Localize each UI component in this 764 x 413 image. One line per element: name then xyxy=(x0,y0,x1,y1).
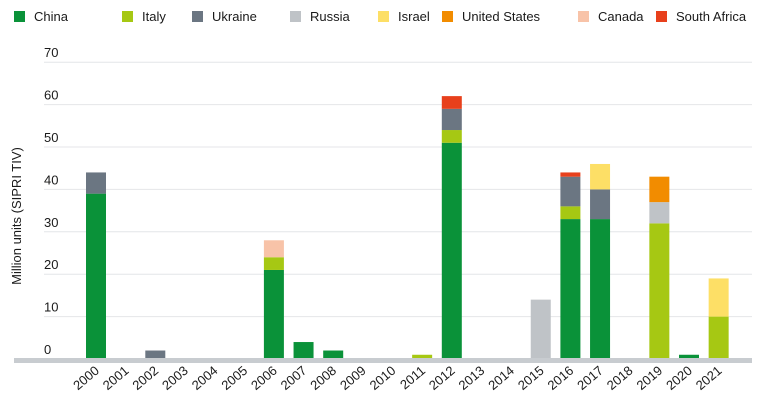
x-tick-label: 2008 xyxy=(307,363,339,393)
bar-ukraine-2002 xyxy=(145,350,166,359)
legend-swatch xyxy=(656,11,667,22)
x-tick-label: 2011 xyxy=(397,363,428,392)
legend-label: Canada xyxy=(598,9,644,24)
x-tick-label: 2012 xyxy=(426,363,458,393)
bar-united-states-2019 xyxy=(649,176,670,203)
legend-item-israel: Israel xyxy=(378,9,430,24)
x-tick-label: 2020 xyxy=(663,363,695,393)
x-tick-label: 2006 xyxy=(248,363,280,393)
y-tick-label: 20 xyxy=(44,257,58,272)
bar-ukraine-2016 xyxy=(560,176,581,207)
x-tick-label: 2002 xyxy=(129,363,161,393)
bar-china-2008 xyxy=(323,350,344,359)
bars xyxy=(86,96,729,359)
y-tick-label: 10 xyxy=(44,300,58,315)
bar-israel-2021 xyxy=(708,278,729,317)
bar-china-2007 xyxy=(293,342,314,359)
legend-item-russia: Russia xyxy=(290,9,350,24)
x-axis-baseline xyxy=(14,358,752,363)
legend-swatch xyxy=(14,11,25,22)
bar-china-2017 xyxy=(590,219,611,359)
legend-label: United States xyxy=(462,9,541,24)
y-axis-label: Million units (SIPRI TIV) xyxy=(9,147,24,285)
x-axis-ticks: 2000200120022003200420052006200720082009… xyxy=(70,363,724,393)
legend-label: China xyxy=(34,9,68,24)
bar-italy-2011 xyxy=(412,354,433,359)
y-tick-label: 60 xyxy=(44,88,58,103)
x-tick-label: 2019 xyxy=(633,363,665,393)
x-tick-label: 2001 xyxy=(100,363,132,393)
legend-swatch xyxy=(192,11,203,22)
bar-china-2016 xyxy=(560,219,581,359)
x-tick-label: 2005 xyxy=(218,363,250,393)
bar-china-2006 xyxy=(263,269,284,359)
bar-south-africa-2016 xyxy=(560,172,581,177)
legend-label: Israel xyxy=(398,9,430,24)
bar-italy-2006 xyxy=(263,257,284,270)
legend-label: Italy xyxy=(142,9,166,24)
x-tick-label: 2017 xyxy=(574,363,606,393)
legend-label: South Africa xyxy=(676,9,747,24)
y-tick-label: 30 xyxy=(44,215,58,230)
x-tick-label: 2014 xyxy=(485,363,517,393)
x-tick-label: 2000 xyxy=(70,363,102,393)
y-tick-label: 40 xyxy=(44,172,58,187)
y-axis-ticks: 0 10 20 30 40 50 60 70 xyxy=(44,45,58,357)
legend-item-south-africa: South Africa xyxy=(656,9,746,24)
bar-china-2012 xyxy=(441,142,462,359)
bar-ukraine-2017 xyxy=(590,189,611,220)
bar-italy-2012 xyxy=(441,130,462,143)
legend-swatch xyxy=(442,11,453,22)
bar-china-2000 xyxy=(86,193,106,359)
bar-italy-2019 xyxy=(649,223,670,359)
legend-label: Ukraine xyxy=(212,9,257,24)
bar-italy-2016 xyxy=(560,206,581,220)
legend-item-italy: Italy xyxy=(122,9,166,24)
legend-item-ukraine: Ukraine xyxy=(192,9,257,24)
legend-item-united-states: United States xyxy=(442,9,540,24)
x-tick-label: 2009 xyxy=(337,363,369,393)
legend-item-canada: Canada xyxy=(578,9,644,24)
bar-south-africa-2012 xyxy=(441,96,462,109)
x-tick-label: 2018 xyxy=(604,363,636,393)
bar-canada-2006 xyxy=(263,240,284,258)
legend-swatch xyxy=(578,11,589,22)
legend-item-china: China xyxy=(14,9,68,24)
x-tick-label: 2021 xyxy=(693,363,725,393)
x-tick-label: 2004 xyxy=(189,363,221,393)
bar-china-2020 xyxy=(679,354,699,359)
legend-swatch xyxy=(290,11,301,22)
y-tick-label: 0 xyxy=(44,342,51,357)
bar-ukraine-2000 xyxy=(86,172,106,194)
x-tick-label: 2016 xyxy=(545,363,577,393)
x-tick-label: 2007 xyxy=(278,363,310,393)
grid-lines xyxy=(44,61,752,318)
bar-russia-2015 xyxy=(530,299,551,359)
legend-swatch xyxy=(378,11,389,22)
bar-italy-2021 xyxy=(708,316,729,359)
x-tick-label: 2010 xyxy=(367,363,399,393)
legend-swatch xyxy=(122,11,133,22)
bar-ukraine-2012 xyxy=(441,108,462,131)
bar-russia-2019 xyxy=(649,202,670,224)
y-tick-label: 70 xyxy=(44,45,58,60)
legend-label: Russia xyxy=(310,9,350,24)
x-tick-label: 2013 xyxy=(456,363,488,393)
y-tick-label: 50 xyxy=(44,130,58,145)
x-tick-label: 2015 xyxy=(515,363,547,393)
x-tick-label: 2003 xyxy=(159,363,191,393)
bar-israel-2017 xyxy=(590,163,611,190)
chart-legend: China Italy Ukraine Russia Israel United Stat… xyxy=(14,9,758,29)
